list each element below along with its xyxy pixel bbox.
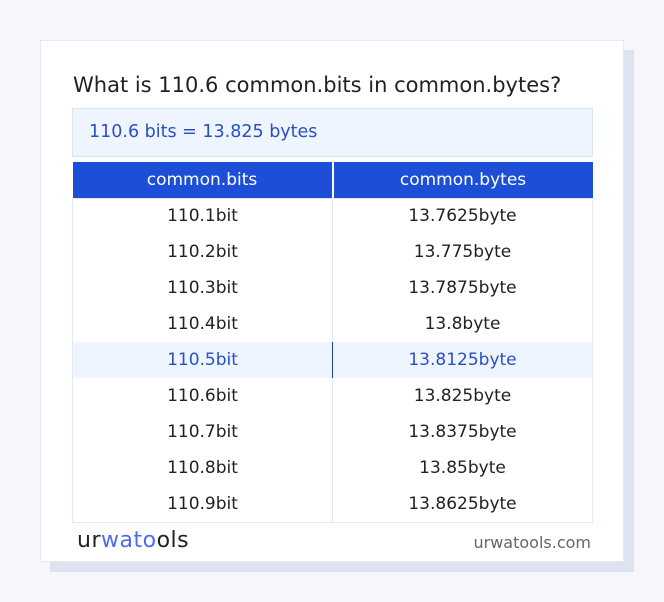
table-row: 110.1bit 13.7625byte [72, 198, 593, 234]
bits-cell: 110.1bit [72, 198, 333, 234]
bytes-cell: 13.775byte [413, 242, 512, 262]
bits-cell: 110.2bit [72, 234, 333, 270]
bytes-cell: 13.825byte [413, 386, 512, 406]
conversion-card: What is 110.6 common.bits in common.byte… [40, 40, 624, 562]
table-row: 110.7bit 13.8375byte [72, 414, 593, 450]
logo-part: ur [77, 528, 101, 553]
bits-cell: 110.9bit [72, 486, 333, 522]
table-row: 110.2bit 13.775byte [72, 234, 593, 270]
site-url: urwatools.com [473, 533, 592, 552]
bits-cell: 110.6bit [72, 378, 333, 414]
bits-cell: 110.5bit [72, 342, 333, 378]
logo-part: wato [101, 528, 157, 553]
table-row: 110.4bit 13.8byte [72, 306, 593, 342]
header-bytes: common.bytes [332, 162, 593, 198]
bytes-cell: 13.8125byte [332, 342, 593, 378]
table-row: 110.8bit 13.85byte [72, 450, 593, 486]
table-row: 110.5bit 13.8125byte [72, 342, 593, 378]
page-title: What is 110.6 common.bits in common.byte… [73, 73, 562, 97]
bytes-cell: 13.8375byte [408, 422, 517, 442]
bytes-cell: 13.8625byte [408, 493, 517, 514]
bytes-cell: 13.7625byte [408, 206, 517, 227]
bytes-cell: 13.85byte [419, 458, 506, 478]
bits-cell: 110.4bit [72, 306, 333, 342]
header-bits: common.bits [72, 162, 334, 198]
bits-cell: 110.7bit [72, 414, 333, 450]
bits-cell: 110.8bit [72, 450, 333, 486]
bytes-cell: 13.7875byte [408, 278, 517, 298]
bits-cell: 110.3bit [72, 270, 333, 306]
table-row: 110.6bit 13.825byte [72, 378, 593, 414]
logo-part: ols [156, 528, 190, 553]
urwatools-logo: urwatools [77, 528, 189, 553]
result-box: 110.6 bits = 13.825 bytes [72, 108, 593, 157]
table-row: 110.9bit 13.8625byte [72, 486, 593, 522]
table-row: 110.3bit 13.7875byte [72, 270, 593, 306]
conversion-table: common.bits common.bytes 110.1bit 13.7625… [72, 162, 593, 523]
bytes-cell: 13.8byte [424, 314, 501, 334]
